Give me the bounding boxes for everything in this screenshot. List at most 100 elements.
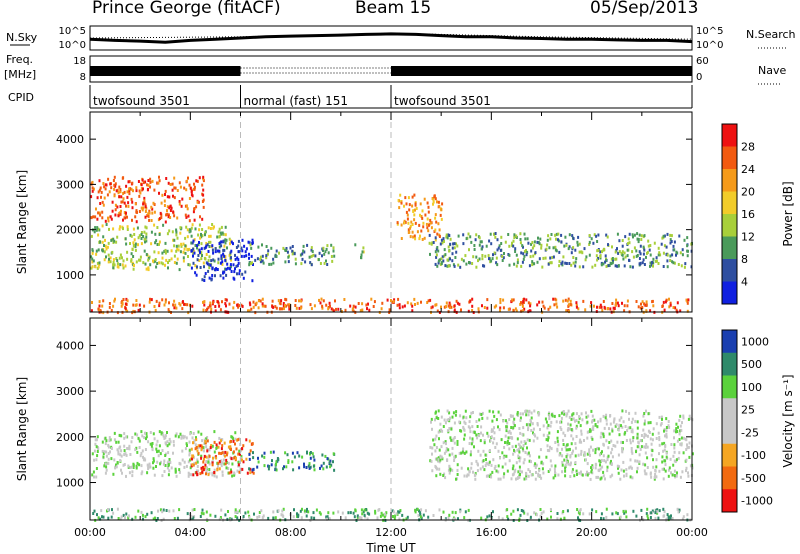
velocity-cell	[110, 447, 113, 450]
power-cell	[219, 308, 222, 312]
power-cell	[153, 250, 156, 254]
power-cell	[144, 262, 147, 266]
power-cell	[199, 236, 202, 240]
power-cell	[419, 202, 422, 206]
power-cell	[519, 232, 522, 236]
velocity-cell	[630, 449, 633, 453]
velocity-cell	[562, 438, 565, 442]
velocity-cell	[658, 469, 661, 473]
velocity-cell	[511, 436, 514, 440]
velocity-cell	[656, 510, 659, 514]
power-cell	[418, 223, 421, 227]
velocity-cell	[490, 435, 493, 439]
power-cell	[684, 262, 687, 266]
power-cell	[166, 209, 168, 213]
power-cell	[443, 254, 446, 258]
velocity-ytick-label-0: 1000	[56, 477, 84, 490]
power-cell	[621, 239, 624, 242]
velocity-cell	[211, 444, 214, 448]
power-cell	[470, 240, 473, 244]
power-cell	[116, 205, 119, 209]
velocity-cell	[107, 452, 110, 455]
freq-band-2	[391, 66, 692, 76]
velocity-cell	[571, 468, 574, 472]
power-cell	[591, 265, 594, 269]
velocity-cell	[478, 418, 481, 422]
velocity-cell	[281, 513, 284, 517]
power-cell	[175, 306, 178, 310]
velocity-cell	[599, 419, 602, 423]
velocity-colorbar-label-4: -25	[741, 426, 759, 439]
power-cell	[126, 228, 129, 231]
power-cell	[435, 220, 438, 224]
velocity-cell	[549, 445, 551, 449]
power-cell	[138, 234, 141, 238]
power-cell	[114, 213, 117, 217]
velocity-cell	[676, 471, 678, 475]
velocity-cell	[667, 424, 670, 428]
power-cell	[554, 248, 557, 252]
power-cell	[171, 188, 174, 192]
velocity-cell	[483, 441, 486, 445]
velocity-cell	[193, 439, 196, 443]
power-cell	[481, 257, 484, 261]
power-cell	[145, 235, 148, 239]
velocity-cell	[566, 458, 568, 462]
power-cell	[334, 299, 336, 303]
power-cell	[145, 232, 148, 236]
power-cell	[132, 189, 134, 193]
velocity-cell	[164, 434, 167, 438]
velocity-cell	[522, 412, 524, 416]
power-cell	[396, 303, 399, 307]
power-cell	[515, 309, 518, 313]
power-cell	[520, 251, 523, 255]
velocity-cell	[481, 465, 484, 469]
power-cell	[439, 242, 442, 246]
velocity-cell	[639, 447, 642, 451]
power-cell	[158, 301, 161, 305]
velocity-cell	[598, 469, 601, 473]
velocity-cell	[643, 432, 646, 436]
velocity-cell	[368, 512, 371, 516]
velocity-cell	[140, 430, 143, 434]
power-cell	[569, 303, 572, 306]
power-cell	[615, 298, 618, 302]
velocity-cell	[563, 458, 566, 462]
power-cell	[401, 305, 404, 309]
power-cell	[471, 297, 474, 301]
power-cell	[130, 252, 133, 256]
power-cell	[98, 304, 101, 308]
power-cell	[168, 195, 171, 199]
power-cell	[414, 237, 417, 241]
velocity-cell	[472, 430, 475, 434]
power-cell	[300, 299, 303, 303]
velocity-cell	[572, 437, 575, 441]
power-cell	[299, 306, 302, 310]
power-cell	[138, 210, 141, 213]
power-cell	[100, 195, 102, 199]
velocity-cell	[650, 442, 653, 446]
velocity-cell	[196, 458, 199, 462]
power-cell	[96, 226, 99, 230]
power-cell	[127, 180, 130, 184]
power-cell	[455, 299, 458, 303]
velocity-cell	[643, 422, 646, 426]
power-cell	[631, 265, 634, 269]
velocity-cell	[244, 511, 247, 515]
power-cell	[108, 190, 111, 194]
velocity-cell	[237, 438, 240, 442]
velocity-cell	[663, 459, 666, 463]
power-cell	[196, 258, 199, 262]
velocity-cell	[536, 423, 539, 427]
velocity-cell	[600, 512, 603, 516]
power-cell	[640, 302, 642, 306]
velocity-cell	[658, 438, 661, 442]
velocity-cell	[297, 515, 300, 519]
power-cell	[132, 255, 135, 258]
power-cell	[261, 243, 263, 247]
velocity-cell	[468, 442, 471, 445]
velocity-cell	[282, 507, 285, 511]
power-cell	[110, 238, 113, 242]
velocity-cell	[308, 466, 311, 470]
velocity-cell	[399, 509, 402, 512]
